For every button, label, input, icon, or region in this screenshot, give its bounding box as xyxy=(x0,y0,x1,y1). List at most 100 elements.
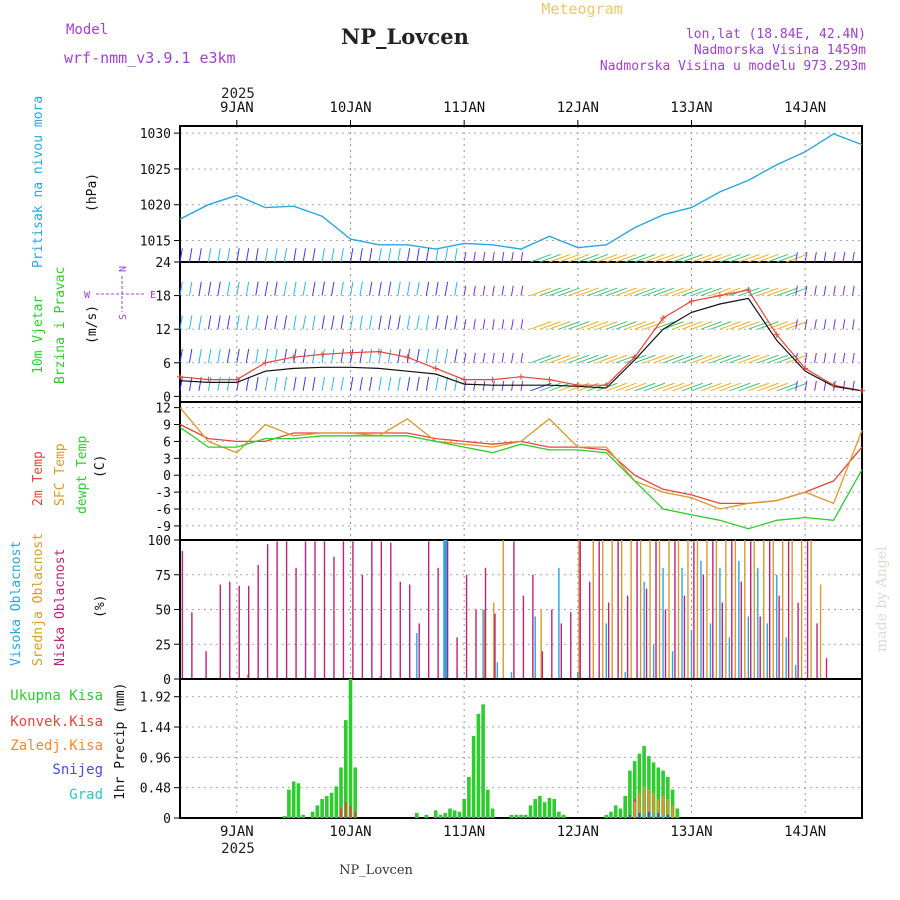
wind-barb xyxy=(482,252,486,263)
precip-ytick-label: 0.48 xyxy=(140,782,171,797)
wind-barb xyxy=(804,352,808,363)
wind-barb xyxy=(691,354,713,364)
wind-barb xyxy=(482,380,486,391)
pressure-frame xyxy=(179,125,863,263)
precip-panel xyxy=(174,678,863,819)
wind-barb xyxy=(264,376,269,391)
precip-bar xyxy=(618,808,623,818)
wind-barb xyxy=(530,287,552,297)
wind-barb xyxy=(643,382,665,392)
wind-barb xyxy=(530,253,552,263)
wind-barb xyxy=(188,248,193,263)
wind-gust-marker xyxy=(233,376,240,383)
wind-barb xyxy=(833,252,836,263)
precip-bar xyxy=(651,762,656,818)
wind-barb xyxy=(463,285,467,296)
wind-barb xyxy=(823,319,827,330)
wind-barb xyxy=(842,352,846,363)
wind-barb xyxy=(368,348,373,363)
wind-barb xyxy=(340,281,344,296)
precip-bar xyxy=(481,704,485,818)
wind-barb xyxy=(549,354,571,364)
precip-bar xyxy=(647,756,651,818)
precip-bar xyxy=(287,789,291,818)
wind-barb xyxy=(672,287,694,297)
wind-barb xyxy=(681,287,703,297)
wind-barb xyxy=(236,281,240,296)
wind-barb xyxy=(568,253,590,263)
wind-barb xyxy=(198,315,202,330)
day-label-bottom: 12JAN xyxy=(557,824,599,840)
wind-barb xyxy=(492,380,495,391)
precip-bar xyxy=(643,814,646,818)
wind-barb xyxy=(596,287,618,297)
wind-barb xyxy=(274,315,278,330)
wind-barb xyxy=(842,252,846,263)
wind-barb xyxy=(757,354,779,364)
wind-barb xyxy=(842,319,846,330)
wind-barb xyxy=(359,315,363,330)
wind-barb xyxy=(719,321,741,330)
precip-legend-hail: Grad xyxy=(69,787,103,803)
wind-barb xyxy=(236,348,240,363)
precip-bar xyxy=(670,789,675,818)
wind-barb xyxy=(804,319,808,330)
wind-barb xyxy=(719,253,741,263)
temp-line-2 xyxy=(179,426,863,530)
day-label-bottom: 11JAN xyxy=(443,824,485,840)
precip-bar xyxy=(628,814,631,818)
day-label-top: 11JAN xyxy=(443,100,485,116)
wind-barb xyxy=(767,287,789,297)
year-top: 2025 xyxy=(221,86,255,102)
temp-line-1 xyxy=(179,407,863,510)
precip-bar xyxy=(509,814,514,818)
wind-title-2: Brzina i Pravac xyxy=(53,267,68,384)
precip-bar xyxy=(353,767,357,818)
precip-bar xyxy=(609,811,613,818)
wind-barb xyxy=(757,321,779,330)
cloud-ytick-label: 0 xyxy=(163,673,171,688)
wind-barb xyxy=(823,285,827,296)
precip-bar xyxy=(344,720,348,818)
cloud-ytick-label: 100 xyxy=(148,534,171,549)
wind-barb xyxy=(340,376,344,391)
precip-bar xyxy=(486,789,490,818)
wind-barb xyxy=(198,281,202,296)
wind-gust-marker xyxy=(802,365,809,372)
lonlat-label: lon,lat (18.84E, 42.4N) xyxy=(686,27,866,42)
wind-barb xyxy=(795,380,798,391)
wind-barb xyxy=(748,382,770,392)
wind-barb xyxy=(634,382,656,392)
wind-barb xyxy=(359,348,363,363)
wind-barb xyxy=(331,248,335,263)
wind-speed-line xyxy=(179,297,863,392)
wind-barb xyxy=(425,348,430,363)
precip-bar xyxy=(282,816,286,818)
wind-barb xyxy=(312,376,316,391)
wind-barb xyxy=(331,348,335,363)
cloud-ytick-label: 50 xyxy=(155,604,171,619)
wind-barb xyxy=(368,248,373,263)
wind-frame xyxy=(179,261,863,403)
wind-ytick-label: 24 xyxy=(155,256,171,271)
precip-bar xyxy=(315,805,320,818)
wind-barb xyxy=(283,248,288,263)
wind-gust-marker xyxy=(290,354,297,361)
wind-barb xyxy=(340,315,344,330)
precip-bar xyxy=(334,786,339,818)
wind-barb xyxy=(549,382,571,392)
precip-bar xyxy=(448,808,452,818)
wind-barb xyxy=(188,281,193,296)
wind-barb xyxy=(691,253,713,263)
wind-barb xyxy=(587,253,609,263)
pressure-unit: (hPa) xyxy=(85,173,100,212)
wind-barb xyxy=(823,252,827,263)
wind-barb xyxy=(368,376,373,391)
wind-barb xyxy=(814,319,817,330)
wind-barb xyxy=(615,321,637,330)
wind-barb xyxy=(549,287,571,297)
wind-barb xyxy=(340,348,344,363)
precip-unit: 1hr Precip (mm) xyxy=(113,683,128,800)
precip-bar xyxy=(354,811,357,818)
